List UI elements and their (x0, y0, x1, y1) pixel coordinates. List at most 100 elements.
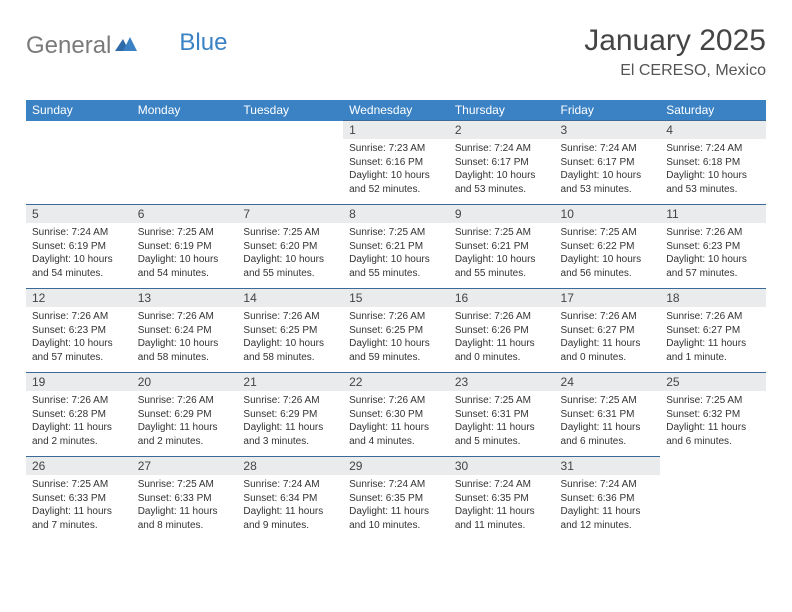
location-text: El CERESO, Mexico (584, 62, 766, 80)
title-block: January 2025 El CERESO, Mexico (584, 24, 766, 80)
day-content-line: Daylight: 11 hours (455, 505, 549, 519)
day-content-line: Sunrise: 7:26 AM (349, 394, 443, 408)
day-content-line: Sunset: 6:27 PM (561, 324, 655, 338)
day-content-line: Daylight: 11 hours (349, 505, 443, 519)
day-content-line: Daylight: 11 hours (243, 421, 337, 435)
day-number: 29 (343, 457, 449, 475)
page-header: General Blue January 2025 El CERESO, Mex… (26, 24, 766, 80)
day-content-line: Sunrise: 7:24 AM (32, 226, 126, 240)
day-number: 7 (237, 205, 343, 223)
day-content-line: Sunrise: 7:26 AM (243, 310, 337, 324)
day-number: 27 (132, 457, 238, 475)
day-number: 21 (237, 373, 343, 391)
day-content: Sunrise: 7:26 AMSunset: 6:25 PMDaylight:… (343, 307, 449, 366)
triangle-icon (115, 35, 137, 58)
day-content-line: Daylight: 11 hours (32, 421, 126, 435)
day-content-line: Sunrise: 7:26 AM (138, 394, 232, 408)
day-content: Sunrise: 7:26 AMSunset: 6:23 PMDaylight:… (660, 223, 766, 282)
calendar-day-cell: 28Sunrise: 7:24 AMSunset: 6:34 PMDayligh… (237, 457, 343, 541)
calendar-day-cell: 7Sunrise: 7:25 AMSunset: 6:20 PMDaylight… (237, 205, 343, 289)
day-content: Sunrise: 7:25 AMSunset: 6:20 PMDaylight:… (237, 223, 343, 282)
calendar-week-row: 12Sunrise: 7:26 AMSunset: 6:23 PMDayligh… (26, 289, 766, 373)
day-content-line: Daylight: 10 hours (455, 169, 549, 183)
day-number: 1 (343, 121, 449, 139)
day-number: 15 (343, 289, 449, 307)
calendar-day-cell: 1Sunrise: 7:23 AMSunset: 6:16 PMDaylight… (343, 121, 449, 205)
brand-part2: Blue (179, 29, 227, 57)
day-content: Sunrise: 7:26 AMSunset: 6:26 PMDaylight:… (449, 307, 555, 366)
day-content: Sunrise: 7:25 AMSunset: 6:31 PMDaylight:… (555, 391, 661, 450)
calendar-week-row: 26Sunrise: 7:25 AMSunset: 6:33 PMDayligh… (26, 457, 766, 541)
calendar-day-cell: 29Sunrise: 7:24 AMSunset: 6:35 PMDayligh… (343, 457, 449, 541)
day-number: 28 (237, 457, 343, 475)
calendar-day-cell: 21Sunrise: 7:26 AMSunset: 6:29 PMDayligh… (237, 373, 343, 457)
day-content-line: Sunset: 6:25 PM (349, 324, 443, 338)
calendar-week-row: 5Sunrise: 7:24 AMSunset: 6:19 PMDaylight… (26, 205, 766, 289)
day-content-line: Daylight: 11 hours (138, 421, 232, 435)
day-content-line: Sunset: 6:25 PM (243, 324, 337, 338)
day-content-line: and 53 minutes. (455, 183, 549, 197)
weekday-header: Thursday (449, 100, 555, 121)
day-content: Sunrise: 7:26 AMSunset: 6:29 PMDaylight:… (132, 391, 238, 450)
day-content-line: Daylight: 11 hours (455, 337, 549, 351)
day-number: 19 (26, 373, 132, 391)
day-content: Sunrise: 7:26 AMSunset: 6:28 PMDaylight:… (26, 391, 132, 450)
day-content: Sunrise: 7:25 AMSunset: 6:21 PMDaylight:… (343, 223, 449, 282)
day-content: Sunrise: 7:23 AMSunset: 6:16 PMDaylight:… (343, 139, 449, 198)
calendar-day-cell: 13Sunrise: 7:26 AMSunset: 6:24 PMDayligh… (132, 289, 238, 373)
day-content-line: Sunset: 6:26 PM (455, 324, 549, 338)
day-content-line: Daylight: 11 hours (666, 421, 760, 435)
day-number: 10 (555, 205, 661, 223)
day-content-line: Sunset: 6:23 PM (32, 324, 126, 338)
day-content-line: Sunset: 6:17 PM (455, 156, 549, 170)
calendar-day-cell: 15Sunrise: 7:26 AMSunset: 6:25 PMDayligh… (343, 289, 449, 373)
day-content-line: Sunrise: 7:25 AM (561, 394, 655, 408)
calendar-empty-cell (132, 121, 238, 205)
day-content-line: and 55 minutes. (455, 267, 549, 281)
day-content-line: Sunset: 6:19 PM (32, 240, 126, 254)
day-content-line: and 9 minutes. (243, 519, 337, 533)
day-content-line: Daylight: 10 hours (666, 169, 760, 183)
day-content-line: and 53 minutes. (561, 183, 655, 197)
day-content-line: Daylight: 10 hours (349, 169, 443, 183)
day-content: Sunrise: 7:24 AMSunset: 6:19 PMDaylight:… (26, 223, 132, 282)
weekday-header: Tuesday (237, 100, 343, 121)
day-content-line: Daylight: 10 hours (243, 337, 337, 351)
day-content-line: Sunrise: 7:24 AM (243, 478, 337, 492)
day-content: Sunrise: 7:25 AMSunset: 6:19 PMDaylight:… (132, 223, 238, 282)
calendar-empty-cell (26, 121, 132, 205)
day-content-line: Sunset: 6:17 PM (561, 156, 655, 170)
calendar-week-row: 19Sunrise: 7:26 AMSunset: 6:28 PMDayligh… (26, 373, 766, 457)
day-content-line: Sunrise: 7:24 AM (455, 478, 549, 492)
day-content-line: Daylight: 11 hours (138, 505, 232, 519)
day-content-line: Sunset: 6:30 PM (349, 408, 443, 422)
day-number: 24 (555, 373, 661, 391)
day-content-line: Sunrise: 7:24 AM (455, 142, 549, 156)
calendar-day-cell: 3Sunrise: 7:24 AMSunset: 6:17 PMDaylight… (555, 121, 661, 205)
day-content-line: and 59 minutes. (349, 351, 443, 365)
calendar-day-cell: 11Sunrise: 7:26 AMSunset: 6:23 PMDayligh… (660, 205, 766, 289)
day-content-line: Daylight: 11 hours (561, 337, 655, 351)
day-content-line: Sunrise: 7:26 AM (138, 310, 232, 324)
weekday-header: Friday (555, 100, 661, 121)
day-content-line: and 11 minutes. (455, 519, 549, 533)
calendar-day-cell: 23Sunrise: 7:25 AMSunset: 6:31 PMDayligh… (449, 373, 555, 457)
day-content-line: and 56 minutes. (561, 267, 655, 281)
calendar-day-cell: 9Sunrise: 7:25 AMSunset: 6:21 PMDaylight… (449, 205, 555, 289)
day-number: 18 (660, 289, 766, 307)
day-content-line: Sunset: 6:29 PM (243, 408, 337, 422)
brand-logo: General Blue (26, 24, 227, 60)
day-content-line: Daylight: 10 hours (32, 337, 126, 351)
day-content-line: Daylight: 11 hours (32, 505, 126, 519)
day-content-line: and 8 minutes. (138, 519, 232, 533)
day-content: Sunrise: 7:25 AMSunset: 6:22 PMDaylight:… (555, 223, 661, 282)
calendar-day-cell: 30Sunrise: 7:24 AMSunset: 6:35 PMDayligh… (449, 457, 555, 541)
day-content-line: and 52 minutes. (349, 183, 443, 197)
day-content-line: Daylight: 10 hours (138, 337, 232, 351)
day-number: 11 (660, 205, 766, 223)
day-content-line: Sunset: 6:31 PM (455, 408, 549, 422)
day-content-line: Sunset: 6:24 PM (138, 324, 232, 338)
day-content-line: Sunset: 6:33 PM (138, 492, 232, 506)
day-content-line: Sunrise: 7:25 AM (666, 394, 760, 408)
day-content-line: Sunset: 6:34 PM (243, 492, 337, 506)
